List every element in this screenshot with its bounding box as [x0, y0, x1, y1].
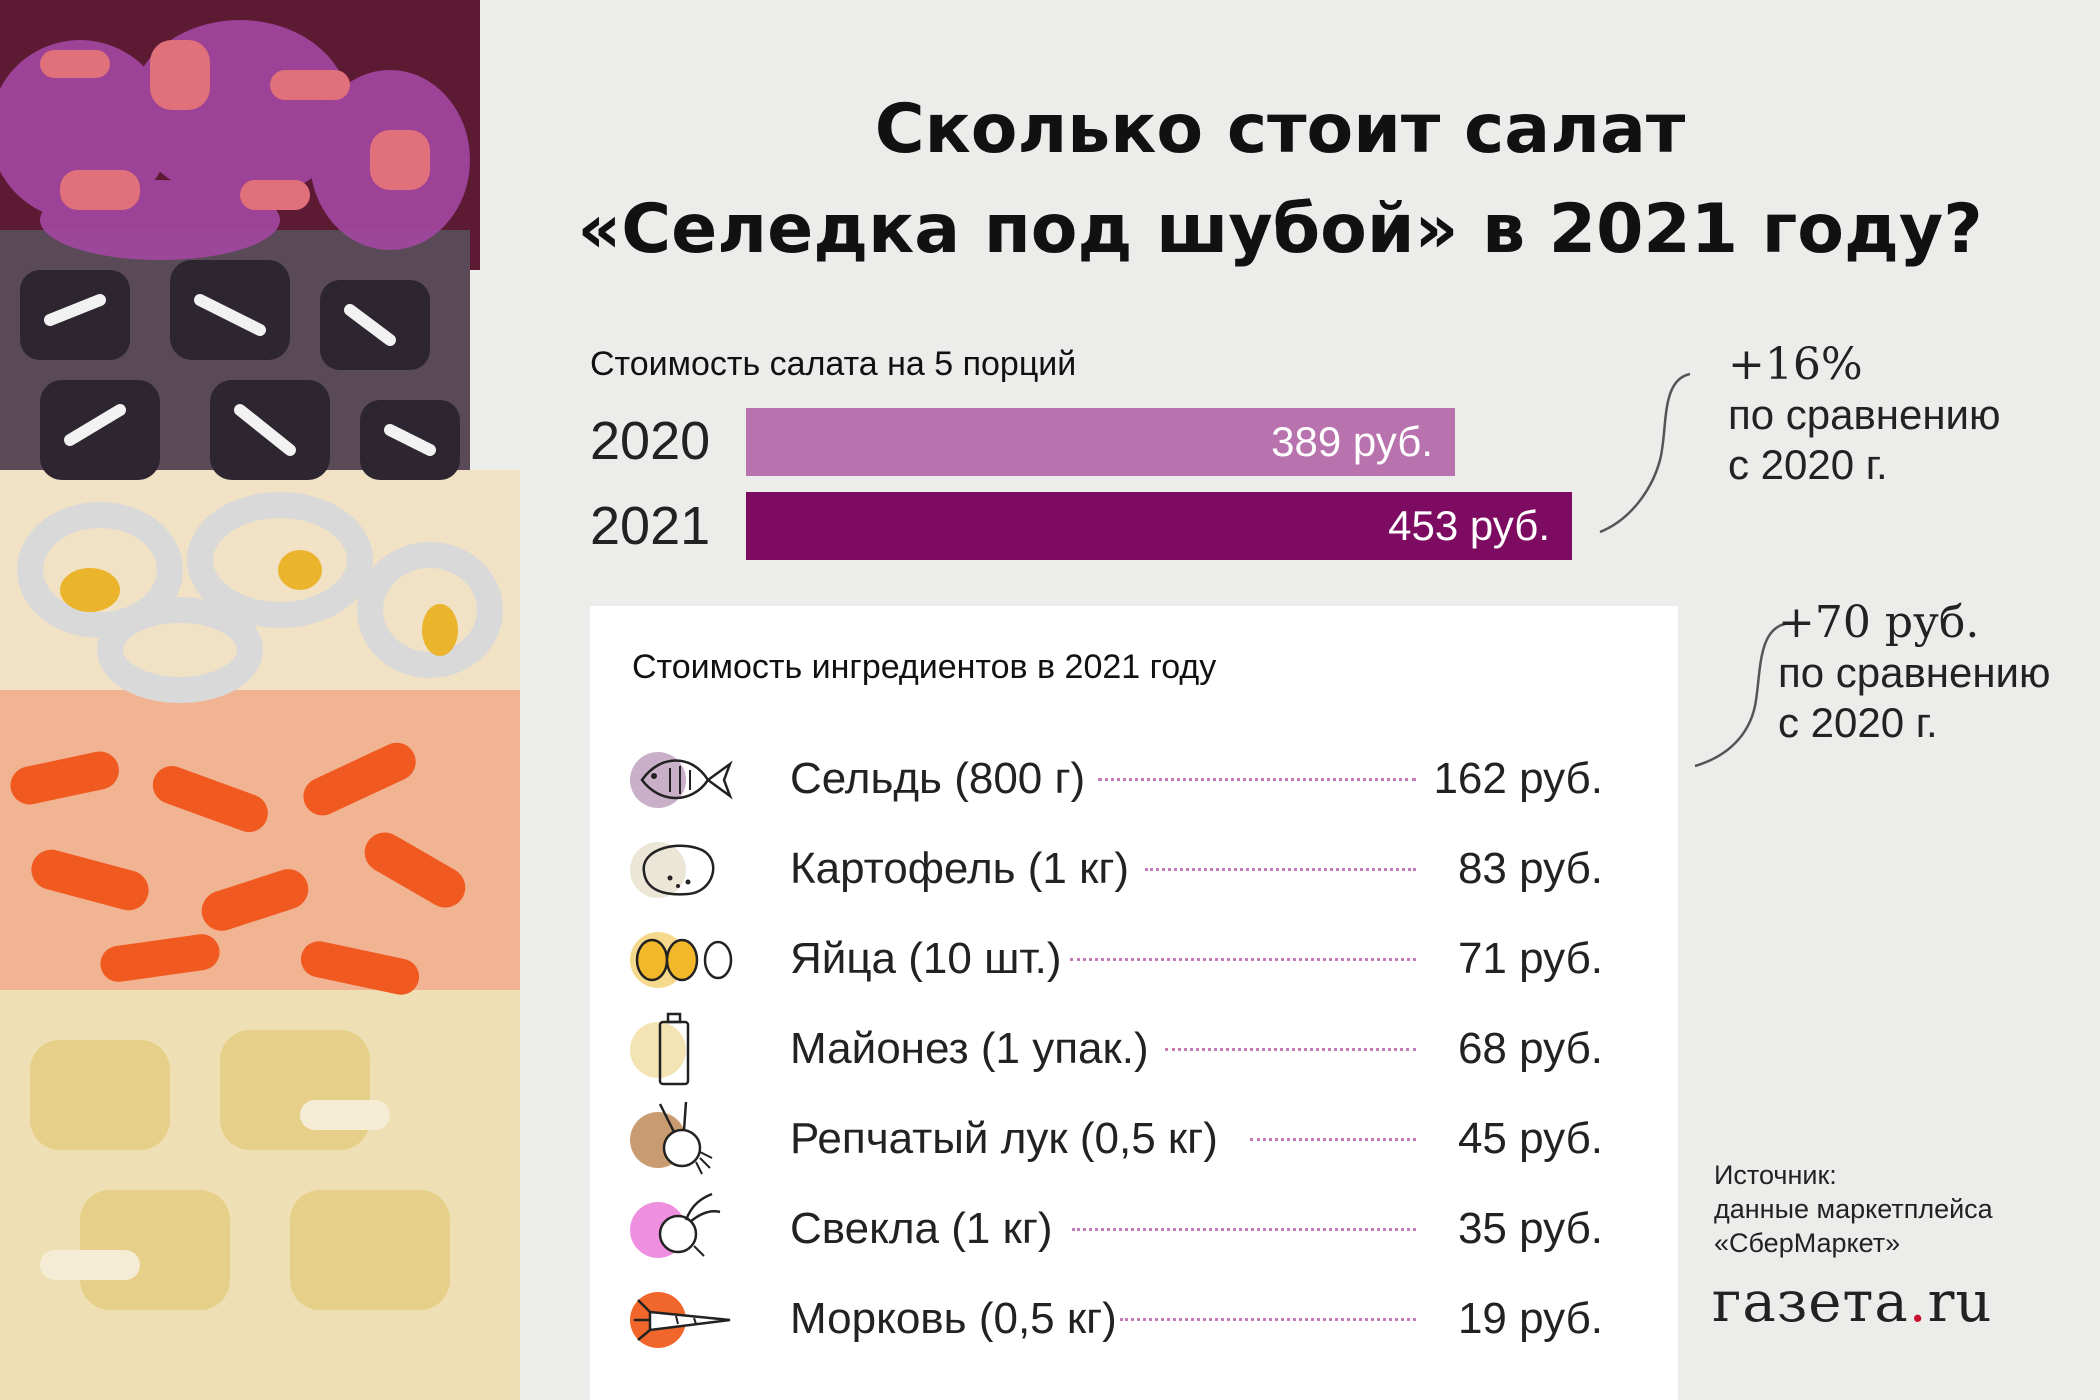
ingredient-row-carrot: Морковь (0,5 кг) 19 руб. — [590, 1274, 1678, 1364]
note-rub-line3: с 2020 г. — [1778, 699, 1938, 746]
bar-chart-caption: Стоимость салата на 5 порций — [590, 345, 1077, 383]
ingredient-price: 68 руб. — [1457, 1024, 1603, 1073]
leader-dots — [1165, 1048, 1416, 1051]
gazeta-logo: газета.ru — [1712, 1270, 1992, 1335]
ingredient-name: Морковь (0,5 кг) — [790, 1294, 1117, 1343]
ingredient-price: 19 руб. — [1457, 1294, 1603, 1343]
note-percent-line3: с 2020 г. — [1728, 441, 1888, 488]
potato-icon — [630, 842, 715, 898]
title-line-2: «Селедка под шубой» в 2021 году? — [577, 190, 1983, 269]
leader-dots — [1098, 778, 1416, 781]
ingredient-price: 35 руб. — [1457, 1204, 1603, 1253]
ingredients-panel: Стоимость ингредиентов в 2021 году Сельд… — [590, 606, 1678, 1400]
source-line-3: «СберМаркет» — [1714, 1228, 1901, 1258]
ingredients-panel-title: Стоимость ингредиентов в 2021 году — [632, 648, 1217, 686]
ingredient-name: Яйца (10 шт.) — [790, 934, 1062, 983]
source-line-1: Источник: — [1714, 1160, 1837, 1190]
year-label-2020: 2020 — [590, 411, 711, 471]
note-percent-line2: по сравнению — [1728, 391, 2001, 438]
carrot-icon — [630, 1292, 731, 1348]
ingredient-row-herring: Сельдь (800 г) 162 руб. — [590, 734, 1678, 824]
fish-icon — [630, 752, 733, 808]
leader-dots — [1250, 1138, 1416, 1141]
ingredient-price: 71 руб. — [1457, 934, 1603, 983]
note-percent: +16% по сравнению с 2020 г. — [1728, 340, 2001, 490]
title-line-1: Сколько стоит салат — [874, 90, 1686, 169]
leader-dots — [1145, 868, 1416, 871]
note-percent-value: +16% — [1728, 339, 1863, 390]
bar-2021: 453 руб. — [746, 492, 1572, 560]
logo-main: газета — [1712, 1270, 1909, 1335]
ingredient-row-potato: Картофель (1 кг) 83 руб. — [590, 824, 1678, 914]
note-rub: +70 руб. по сравнению с 2020 г. — [1778, 598, 2051, 748]
ingredient-name: Репчатый лук (0,5 кг) — [790, 1114, 1218, 1163]
leader-dots — [1072, 1228, 1416, 1231]
ingredient-row-mayonnaise: Майонез (1 упак.) 68 руб. — [590, 1004, 1678, 1094]
ingredient-price: 162 руб. — [1433, 754, 1603, 803]
chart-title: Сколько стоит салат «Селедка под шубой» … — [500, 80, 2060, 280]
source-note: Источник: данные маркетплейса «СберМарке… — [1714, 1158, 1993, 1260]
onion-icon — [630, 1101, 713, 1175]
leader-dots — [1120, 1318, 1416, 1321]
beet-icon — [630, 1192, 721, 1258]
ingredient-price: 45 руб. — [1457, 1114, 1603, 1163]
ingredient-row-eggs: Яйца (10 шт.) 71 руб. — [590, 914, 1678, 1004]
source-line-2: данные маркетплейса — [1714, 1194, 1993, 1224]
note-rub-line2: по сравнению — [1778, 649, 2051, 696]
ingredient-name: Сельдь (800 г) — [790, 754, 1086, 803]
ingredient-price: 83 руб. — [1457, 844, 1603, 893]
logo-dot: . — [1908, 1270, 1928, 1335]
bracket-percent — [1599, 372, 1691, 534]
ingredient-row-onion: Репчатый лук (0,5 кг) 45 руб. — [590, 1094, 1678, 1184]
logo-tail: ru — [1927, 1270, 1993, 1335]
salad-illustration — [0, 0, 520, 1400]
eggs-icon — [630, 932, 733, 988]
ingredient-name: Свекла (1 кг) — [790, 1204, 1053, 1253]
year-label-2021: 2021 — [590, 496, 711, 556]
note-rub-value: +70 руб. — [1778, 597, 1980, 648]
bracket-rub — [1694, 622, 1786, 768]
bar-value-2020: 389 руб. — [1271, 418, 1433, 465]
mayonnaise-icon — [630, 1012, 690, 1086]
ingredient-name: Майонез (1 упак.) — [790, 1024, 1149, 1073]
ingredient-row-beet: Свекла (1 кг) 35 руб. — [590, 1184, 1678, 1274]
bar-value-2021: 453 руб. — [1388, 502, 1550, 549]
bar-2020: 389 руб. — [746, 408, 1455, 476]
ingredient-name: Картофель (1 кг) — [790, 844, 1130, 893]
leader-dots — [1070, 958, 1416, 961]
